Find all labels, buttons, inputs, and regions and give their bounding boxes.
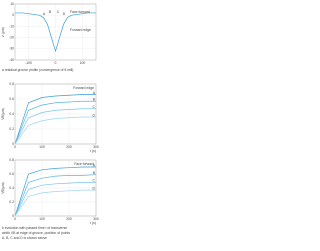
x-tick-label: 100 [39,217,45,221]
series-label: B [93,98,96,102]
x-tick-label: 0 [14,217,16,221]
y-tick-label: 0.2 [9,200,14,204]
y-axis-label: z (µm) [1,27,5,37]
plot-frame [14,3,97,61]
series-label: C [93,105,96,109]
line-series [14,182,96,217]
x-tick-label: 200 [66,145,72,149]
caption-line: a residual groove profile (convergence o… [2,68,73,72]
x-tick-label: 300 [93,145,99,149]
x-tick-label: 100 [39,145,45,149]
y-tick-label: 0.8 [9,82,14,86]
x-tick-label: 0 [55,61,57,65]
line-series [14,94,96,145]
series-label: A [93,91,96,95]
y-axis-label: VB(µm) [1,108,5,120]
line-series [14,100,96,145]
caption-line: width VB at edge of groove, position of … [2,231,70,235]
caption-line: b evolution with passed time t of transv… [2,226,67,230]
x-tick-label: -100 [25,61,32,65]
y-tick-label: -30 [9,47,14,51]
y-tick-label: -10 [9,24,14,28]
x-tick-label: 0 [14,145,16,149]
y-tick-label: 10 [10,2,14,6]
y-tick-label: -20 [9,35,14,39]
annotation: D [63,12,66,16]
annotation: A [43,12,46,16]
series-label: C [93,179,96,183]
line-series [14,189,96,217]
x-tick-label: 200 [66,217,72,221]
y-tick-label: 0.2 [9,127,14,131]
y-tick-label: 0 [12,13,14,17]
y-tick-label: 0.8 [9,158,14,162]
panel-label: Face forward [74,162,94,166]
plot-frame [14,83,97,145]
x-axis-label: t (s) [90,149,96,153]
x-tick-label: 100 [80,61,86,65]
series-label: A [93,163,96,167]
series-label: D [93,113,96,117]
y-axis-label: VB(µm) [1,182,5,194]
plot-frame [14,159,97,217]
annotation: B [49,10,52,14]
line-series [14,166,96,217]
line-series [14,174,97,217]
y-tick-label: 0.4 [9,186,14,190]
y-tick-label: 0 [12,142,14,146]
series-label: B [93,171,96,175]
panel-label: Forward edge [73,86,94,90]
line-series [14,108,96,145]
y-tick-label: -40 [9,58,14,62]
x-tick-label: 300 [93,217,99,221]
line-series [15,12,96,53]
y-tick-label: 0 [12,214,14,218]
line-series [14,116,96,145]
y-tick-label: 0.6 [9,97,14,101]
annotation: C [57,10,60,14]
y-tick-label: 0.4 [9,112,14,116]
series-label: D [93,186,96,190]
caption-line: A, B, C and D is shown above [2,236,47,240]
annotation: Face forward [70,10,90,14]
annotation: Forward edge [70,28,91,32]
y-tick-label: 0.6 [9,172,14,176]
x-axis-label: t (s) [90,221,96,225]
